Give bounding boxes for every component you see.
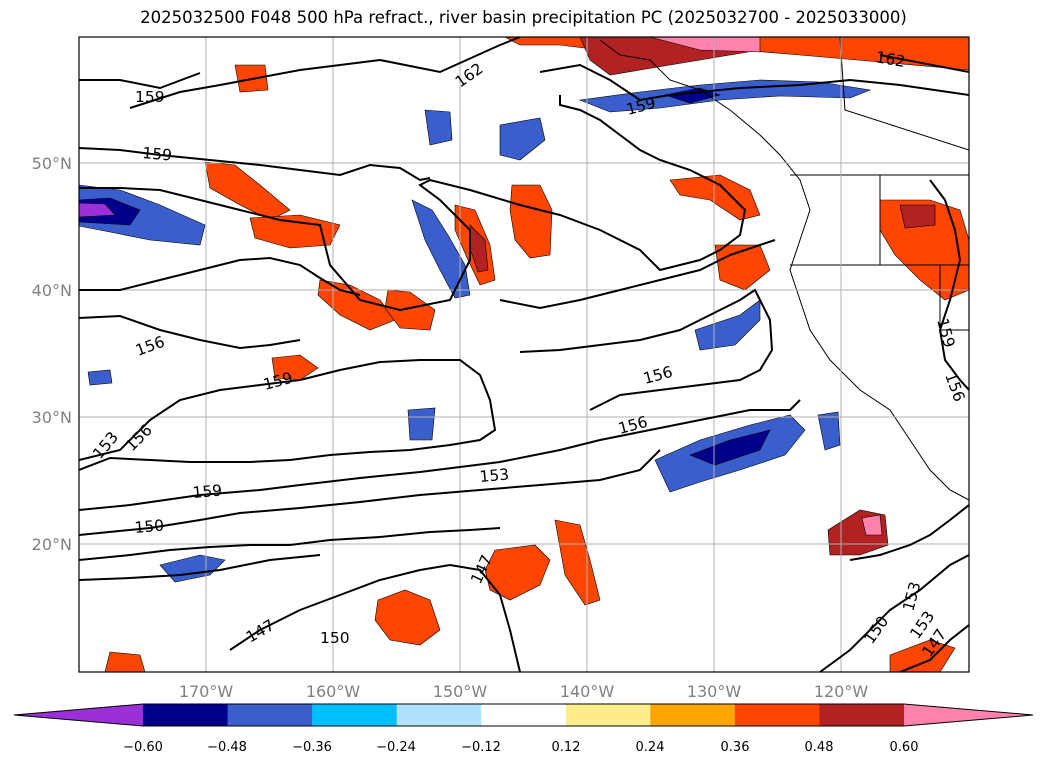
colorbar-segment [481,704,567,726]
precip-positive-area [271,354,319,381]
lon-label-140w: 140°W [560,682,615,701]
precip-positive-area [317,279,396,331]
lon-label-150w: 150°W [433,682,488,701]
precip-positive-area [484,544,551,601]
colorbar-segment [565,704,651,726]
lon-label-130w: 130°W [687,682,742,701]
colorbar-tick-label: −0.12 [461,740,501,755]
lon-label-120w: 120°W [814,682,869,701]
colorbar-tick-label: −0.24 [376,740,416,755]
lon-label-170w: 170°W [179,682,234,701]
lat-label-40n: 40°N [32,281,72,300]
contour-label: 159 [192,481,223,502]
colorbar-tick-label: −0.60 [123,740,163,755]
precip-shading [79,37,969,672]
precip-positive-area [889,639,956,672]
colorbar-segment [819,704,905,726]
contour-label: 153 [479,465,510,486]
precip-negative-area [817,411,841,451]
colorbar-tick-label: −0.36 [292,740,332,755]
colorbar-segment [650,704,736,726]
precip-negative-area [499,117,546,161]
precip-positive-area [669,174,761,221]
precip-negative-area [424,109,453,146]
colorbar-tick-label: 0.48 [805,740,834,755]
map-panel: 159 162 159 162 159 156 159 153 156 159 … [78,36,970,673]
refractivity-contours [79,37,969,672]
precip-positive-area [554,519,601,606]
precip-positive-area [384,289,436,331]
precip-negative-area [87,369,113,386]
contour-label: 150 [320,629,350,647]
colorbar-ticks: −0.60 −0.48 −0.36 −0.24 −0.12 0.12 0.24 … [123,740,918,755]
precip-positive-area [374,589,441,646]
precip-positive-area [649,37,761,53]
map-frame [78,36,970,673]
colorbar-segment [227,704,313,726]
colorbar-tick-label: 0.60 [890,740,919,755]
colorbar-tick-label: −0.48 [207,740,247,755]
map-title: 2025032500 F048 500 hPa refract., river … [140,8,907,27]
colorbar-segment [312,704,398,726]
colorbar-tick-label: 0.24 [636,740,665,755]
precip-negative-area [411,199,471,299]
colorbar-segment [143,704,229,726]
colorbar-extension-min [14,704,143,726]
lat-label-50n: 50°N [32,154,72,173]
precip-positive-area [204,161,291,221]
lat-label-20n: 20°N [32,535,72,554]
precip-negative-area [407,407,436,441]
lat-label-30n: 30°N [32,408,72,427]
colorbar-tick-label: 0.36 [721,740,750,755]
contour-label: 159 [135,88,165,106]
colorbar-outline [13,703,1034,727]
precip-positive-area [861,514,883,536]
precip-positive-area [899,204,936,229]
contour-label: 159 [142,144,173,165]
colorbar-extension-max [904,704,1033,726]
contour-label: 150 [134,516,165,537]
graticule [79,37,969,672]
precip-negative-area [694,299,761,351]
lon-label-160w: 160°W [306,682,361,701]
colorbar: −0.60 −0.48 −0.36 −0.24 −0.12 0.12 0.24 … [13,703,1034,755]
precip-positive-area [509,184,553,259]
longitude-labels: 170°W 160°W 150°W 140°W 130°W 120°W [179,682,869,701]
colorbar-segment [396,704,482,726]
precip-negative-area [79,202,116,218]
contour-label: 162 [874,48,906,71]
colorbar-tick-label: 0.12 [552,740,581,755]
colorbar-segments [14,704,1033,726]
precip-positive-area [249,214,341,249]
precip-negative-area [689,429,771,466]
precip-positive-area [879,199,969,301]
precip-positive-area [104,651,146,672]
coastlines [599,37,969,501]
latitude-labels: 50°N 40°N 30°N 20°N [32,154,72,554]
colorbar-segment [734,704,820,726]
